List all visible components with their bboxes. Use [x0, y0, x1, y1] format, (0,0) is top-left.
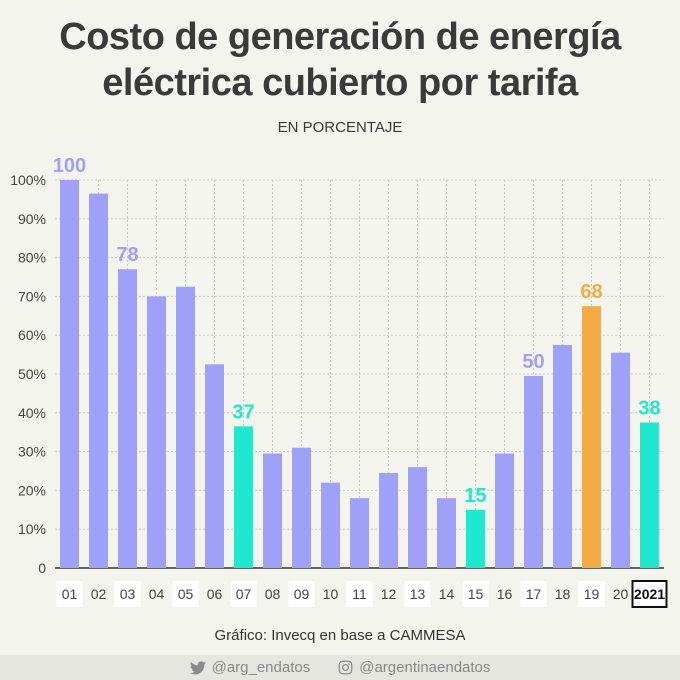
x-tick-box	[462, 581, 489, 607]
twitter-handle: @arg_endatos	[211, 659, 311, 676]
x-tick-label: 10	[323, 586, 339, 602]
bar	[611, 352, 630, 568]
bar	[234, 426, 253, 568]
twitter-icon	[189, 660, 206, 674]
x-tick-box	[230, 581, 257, 607]
x-tick-box	[404, 581, 431, 607]
x-tick-box	[288, 581, 315, 607]
bar	[495, 453, 514, 568]
y-tick-label: 60%	[18, 327, 46, 343]
y-tick-label: 40%	[18, 405, 46, 421]
chart-subtitle: EN PORCENTAJE	[277, 119, 403, 136]
x-tick-box	[520, 581, 547, 607]
y-tick-label: 30%	[18, 444, 46, 460]
data-label: 50	[522, 351, 544, 373]
x-tick-label: 01	[62, 586, 78, 602]
bar	[292, 447, 311, 568]
y-tick-label: 10%	[18, 521, 46, 537]
x-tick-box	[56, 581, 83, 607]
bar	[350, 498, 369, 568]
x-tick-label: 02	[91, 586, 107, 602]
data-label: 38	[638, 398, 660, 420]
bar	[379, 472, 398, 568]
instagram-credit[interactable]: @argentinaendatos	[338, 659, 490, 676]
bar	[176, 286, 195, 568]
x-tick-label: 12	[381, 586, 397, 602]
x-tick-box	[172, 581, 199, 607]
y-tick-label: 0	[38, 560, 46, 576]
instagram-icon	[338, 660, 353, 675]
x-tick-label: 05	[178, 586, 194, 602]
bar	[205, 364, 224, 568]
bar	[321, 482, 340, 568]
instagram-handle: @argentinaendatos	[359, 659, 491, 676]
x-tick-label: 07	[236, 586, 252, 602]
x-tick-box-highlighted	[631, 580, 668, 608]
footer-bar: @arg_endatos @argentinaendatos	[0, 655, 680, 680]
x-tick-label: 04	[149, 586, 165, 602]
chart-title: Costo de generación de energía eléctrica…	[0, 14, 680, 106]
bar	[263, 453, 282, 568]
bar-chart: 0 10% 20% 30% 40% 50% 60% 70% 80% 90% 100% 100 78 37 1…	[10, 155, 668, 608]
bar	[640, 422, 659, 568]
x-tick-label: 20	[613, 586, 629, 602]
x-tick-label: 08	[265, 586, 281, 602]
source-note: Gráfico: Invecq en base a CAMMESA	[214, 627, 466, 644]
bar	[118, 269, 137, 568]
data-label: 100	[53, 155, 86, 177]
x-tick-label: 15	[468, 586, 484, 602]
y-tick-label: 90%	[18, 211, 46, 227]
x-tick-label: 14	[439, 586, 455, 602]
x-tick-box	[578, 581, 605, 607]
data-label: 78	[116, 244, 138, 266]
y-tick-label: 20%	[18, 482, 46, 498]
bar	[582, 306, 601, 568]
x-tick-box	[346, 581, 373, 607]
y-tick-label: 80%	[18, 250, 46, 266]
bar	[553, 344, 572, 568]
bar	[524, 375, 543, 568]
bar	[147, 296, 166, 568]
x-tick-label: 09	[294, 586, 310, 602]
x-tick-label: 11	[352, 586, 367, 602]
y-tick-label: 50%	[18, 366, 46, 382]
x-tick-label: 03	[120, 586, 136, 602]
title-line-1: Costo de generación de energía	[59, 16, 621, 58]
data-label: 15	[464, 485, 486, 507]
bar	[89, 193, 108, 568]
data-label: 37	[232, 401, 254, 423]
x-tick-box	[114, 581, 141, 607]
x-tick-label: 18	[555, 586, 571, 602]
x-tick-label: 19	[584, 586, 600, 602]
x-tick-label: 06	[207, 586, 223, 602]
y-tick-label: 100%	[10, 172, 46, 188]
x-tick-label: 16	[497, 586, 513, 602]
x-tick-label: 17	[526, 586, 542, 602]
bar	[466, 509, 485, 568]
y-tick-label: 70%	[18, 288, 46, 304]
x-tick-label: 2021	[634, 586, 665, 602]
bar	[60, 180, 79, 568]
data-label: 68	[580, 281, 602, 303]
bar	[437, 498, 456, 568]
twitter-credit[interactable]: @arg_endatos	[189, 659, 311, 676]
bar	[408, 467, 427, 568]
x-tick-label: 13	[410, 586, 426, 602]
title-line-2: eléctrica cubierto por tarifa	[102, 62, 578, 104]
